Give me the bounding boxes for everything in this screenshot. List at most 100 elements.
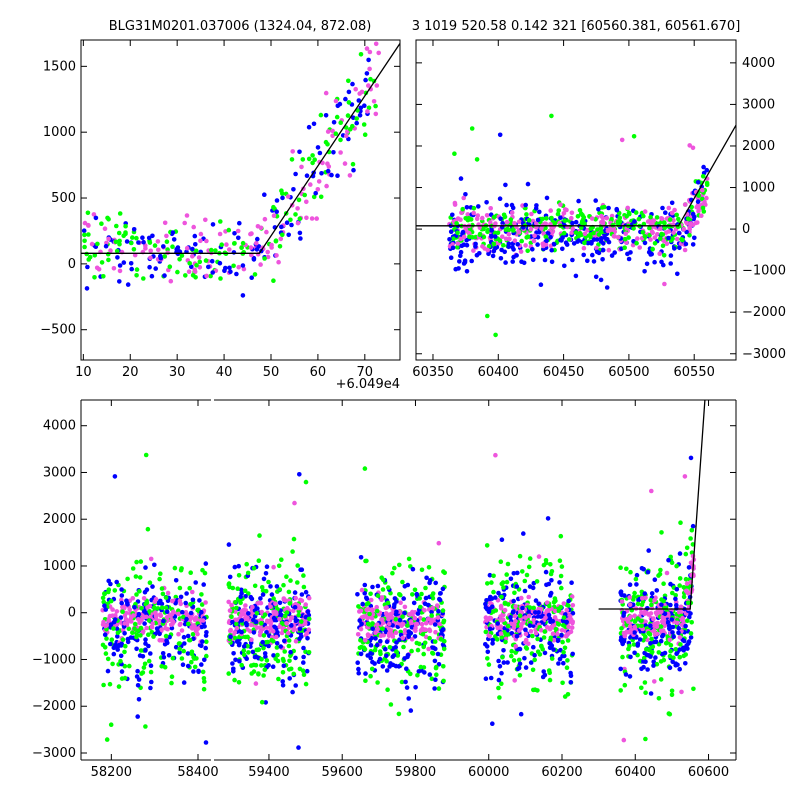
data-point	[513, 650, 518, 655]
data-point	[313, 190, 319, 196]
data-point	[105, 251, 111, 257]
data-point	[311, 121, 317, 127]
data-point	[669, 560, 675, 565]
data-point	[325, 142, 330, 147]
data-point	[458, 176, 464, 181]
data-point	[202, 657, 207, 663]
data-point	[674, 212, 679, 218]
data-point	[117, 263, 123, 268]
data-point	[241, 648, 247, 653]
data-point	[566, 624, 571, 629]
data-point	[519, 238, 524, 244]
data-point	[515, 622, 521, 627]
data-point	[427, 580, 432, 586]
data-point	[129, 266, 134, 272]
data-point	[204, 630, 209, 635]
data-point	[351, 167, 356, 173]
data-point	[262, 256, 267, 261]
data-point	[318, 194, 324, 200]
data-point	[251, 565, 257, 571]
data-point	[299, 598, 305, 603]
data-point	[227, 608, 233, 613]
data-point	[366, 600, 371, 606]
data-point	[245, 634, 250, 640]
data-point	[323, 113, 329, 118]
data-point	[423, 595, 429, 601]
data-point	[384, 659, 389, 664]
data-point	[683, 576, 689, 582]
data-point	[677, 666, 682, 672]
data-point	[306, 124, 312, 130]
data-point	[249, 596, 255, 602]
data-point	[433, 665, 439, 671]
data-point	[143, 637, 148, 642]
data-point	[108, 598, 114, 604]
data-point	[366, 607, 371, 612]
data-point	[278, 644, 284, 649]
data-point	[504, 579, 510, 585]
data-point	[256, 671, 261, 676]
data-point	[141, 596, 147, 601]
data-point	[277, 587, 283, 592]
data-point	[113, 613, 118, 618]
data-point	[511, 571, 517, 576]
x-tick-label: 60000	[468, 765, 509, 780]
data-point	[622, 593, 627, 598]
data-point	[483, 605, 489, 610]
data-point	[337, 101, 343, 107]
data-point	[598, 277, 604, 283]
data-point	[683, 661, 688, 666]
data-point	[280, 683, 286, 688]
data-point	[376, 50, 382, 56]
data-point	[102, 632, 108, 637]
data-point	[144, 587, 150, 592]
data-point	[135, 668, 140, 674]
data-point	[358, 626, 364, 632]
data-point	[517, 661, 523, 667]
data-point	[623, 672, 629, 677]
data-point	[363, 678, 368, 683]
data-point	[422, 640, 428, 646]
data-point	[253, 681, 259, 686]
y-tick-label: 3000	[742, 97, 775, 112]
data-point	[108, 722, 114, 727]
data-point	[369, 666, 375, 672]
data-point	[579, 225, 584, 230]
data-point	[668, 253, 674, 258]
data-point	[373, 636, 378, 641]
data-point	[284, 574, 289, 579]
data-point	[384, 668, 390, 673]
data-point	[368, 673, 373, 679]
data-point	[484, 618, 489, 623]
data-point	[511, 598, 516, 604]
data-point	[662, 225, 667, 231]
data-point	[410, 566, 416, 572]
data-point	[647, 225, 652, 231]
data-point	[658, 236, 663, 241]
data-point	[179, 628, 185, 633]
data-point	[278, 236, 284, 242]
data-point	[363, 637, 368, 643]
data-point	[642, 591, 648, 596]
data-point	[169, 674, 175, 679]
x-tick-label: 60	[310, 365, 327, 380]
data-point	[189, 651, 195, 657]
data-point	[140, 670, 146, 675]
data-point	[106, 257, 111, 263]
data-point	[333, 131, 339, 136]
data-point	[406, 629, 412, 634]
data-point	[184, 245, 190, 251]
data-point	[245, 643, 250, 649]
data-point	[560, 235, 565, 240]
data-point	[196, 669, 201, 675]
data-point	[641, 655, 647, 661]
data-point	[659, 530, 664, 535]
data-point	[165, 590, 171, 596]
data-point	[540, 674, 546, 680]
data-point	[155, 239, 161, 244]
data-point	[301, 660, 306, 665]
data-point	[662, 605, 667, 611]
y-tick-label: −1000	[32, 652, 76, 667]
data-point	[652, 259, 657, 265]
